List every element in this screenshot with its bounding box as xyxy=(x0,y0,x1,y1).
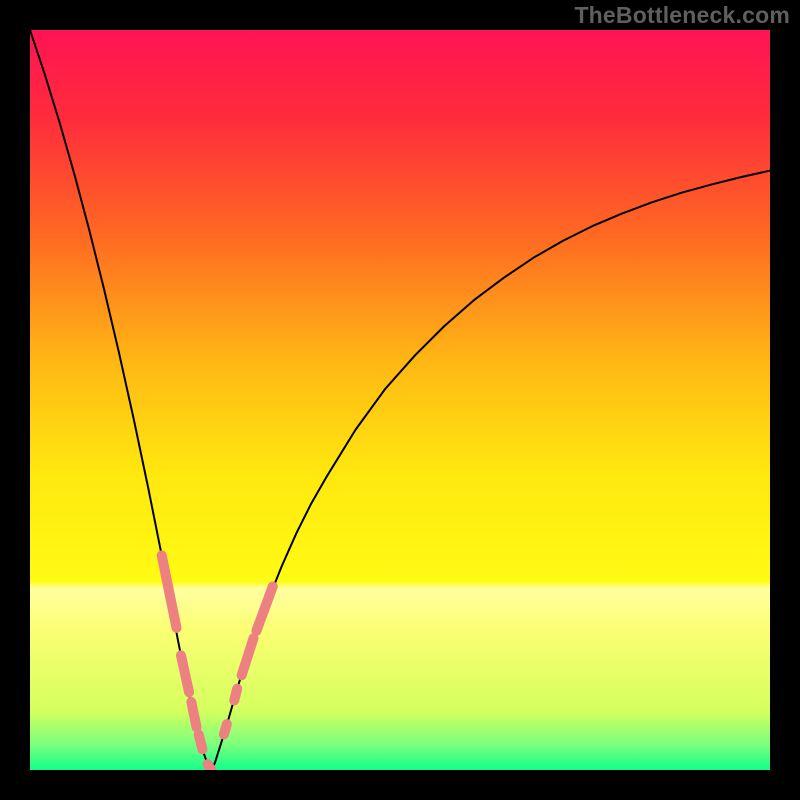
overlay-segment xyxy=(199,734,203,749)
chart-frame: TheBottleneck.com xyxy=(0,0,800,800)
overlay-segment xyxy=(191,702,196,727)
overlay-segment xyxy=(224,724,227,734)
overlay-segment xyxy=(234,689,237,701)
plot-area xyxy=(30,30,770,770)
watermark-text: TheBottleneck.com xyxy=(574,2,790,29)
gradient-background xyxy=(30,30,770,770)
chart-svg xyxy=(30,30,770,770)
overlay-segment xyxy=(208,764,212,770)
